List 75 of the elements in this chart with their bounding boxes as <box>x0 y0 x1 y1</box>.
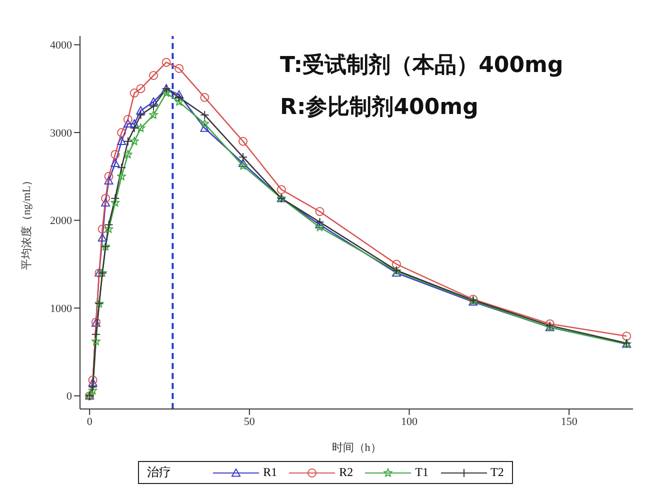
point <box>88 386 98 394</box>
point <box>117 172 126 180</box>
point <box>315 222 324 232</box>
point <box>136 84 146 94</box>
x-tick-label: 50 <box>244 416 256 428</box>
point <box>392 260 401 269</box>
point <box>110 194 120 203</box>
point <box>136 124 146 132</box>
point <box>88 382 98 392</box>
point <box>162 88 171 97</box>
point <box>117 163 126 172</box>
point <box>136 110 146 120</box>
legend-label: T1 <box>415 465 429 480</box>
point <box>101 194 110 203</box>
x-tick-label: 100 <box>400 416 418 428</box>
point <box>110 150 120 159</box>
point <box>238 161 248 170</box>
point <box>123 136 132 146</box>
y-tick-label: 2000 <box>50 215 72 228</box>
point <box>123 119 132 128</box>
y-axis-title: 平均浓度（ng/mL） <box>20 174 33 270</box>
point <box>174 92 184 102</box>
point <box>200 124 210 132</box>
point <box>174 64 184 73</box>
point <box>162 58 171 67</box>
point <box>315 220 324 228</box>
annotation: T:受试制剂（本品）400mg <box>280 52 564 80</box>
point <box>98 233 107 242</box>
point <box>238 136 248 146</box>
point <box>92 336 100 346</box>
point <box>136 106 146 114</box>
point <box>149 102 158 111</box>
point <box>110 158 120 167</box>
legend-label: T2 <box>490 465 504 480</box>
point <box>238 152 248 162</box>
point <box>104 220 114 230</box>
point <box>130 136 139 146</box>
point <box>149 110 158 119</box>
point <box>200 110 210 120</box>
y-tick-label: 1000 <box>50 302 72 315</box>
point <box>104 172 114 181</box>
point <box>200 119 209 128</box>
y-tick-label: 0 <box>66 390 72 403</box>
point <box>622 332 632 341</box>
point <box>104 176 114 185</box>
point <box>101 198 110 206</box>
point <box>130 124 139 133</box>
legend-title: 治疗 <box>147 464 172 481</box>
x-axis-title: 时间（h） <box>332 441 382 454</box>
point <box>238 158 248 167</box>
point <box>98 224 107 234</box>
point <box>276 185 286 194</box>
point <box>149 97 158 106</box>
legend-label: R2 <box>339 465 354 480</box>
point <box>200 92 210 102</box>
x-tick-label: 150 <box>560 416 578 428</box>
point <box>110 198 120 206</box>
point <box>88 378 98 386</box>
point <box>117 128 126 138</box>
point <box>91 330 100 339</box>
legend-label: R1 <box>263 465 278 480</box>
point <box>123 114 132 124</box>
y-tick-label: 3000 <box>50 127 72 140</box>
point <box>174 97 184 106</box>
point <box>124 150 132 158</box>
annotation: R:参比制剂400mg <box>280 94 478 122</box>
point <box>149 70 158 80</box>
point <box>117 136 126 146</box>
point <box>174 90 184 98</box>
point <box>130 119 139 128</box>
point <box>130 88 139 98</box>
point <box>104 224 114 233</box>
x-tick-label: 0 <box>86 416 93 428</box>
point <box>315 207 324 216</box>
y-tick-label: 4000 <box>50 40 72 52</box>
